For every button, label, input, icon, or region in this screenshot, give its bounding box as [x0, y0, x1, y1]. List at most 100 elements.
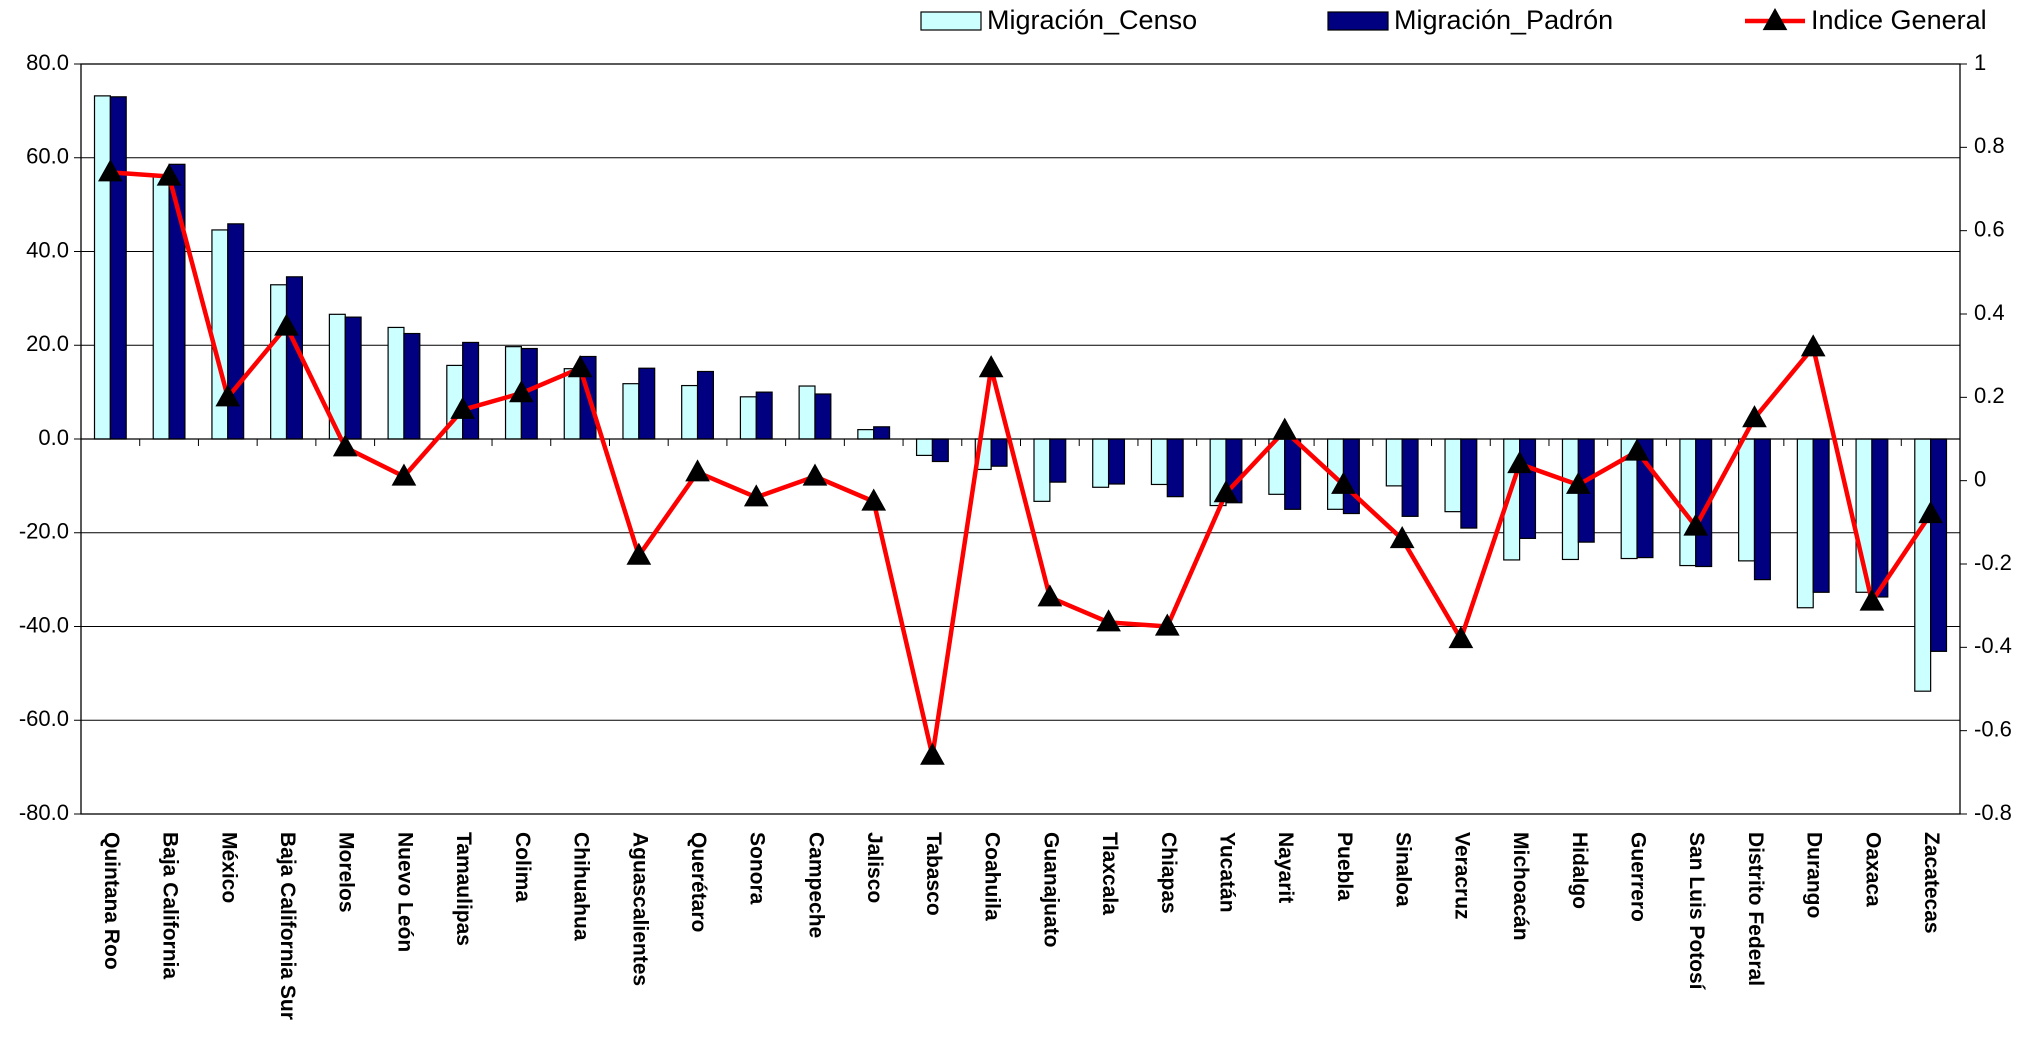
bar — [1150, 438, 1168, 486]
line-marker — [1859, 588, 1885, 611]
bar — [1519, 438, 1537, 539]
x-tick-label: Coahuila — [981, 832, 1004, 921]
bar — [1401, 438, 1419, 517]
line-marker — [1448, 626, 1474, 649]
line-marker — [450, 396, 476, 419]
bar — [857, 429, 875, 440]
x-tick-label: Sinaloa — [1392, 832, 1415, 907]
x-tick-label: Morelos — [335, 832, 358, 913]
line-marker — [567, 355, 593, 378]
line-marker — [1742, 405, 1767, 428]
x-tick-label: Nuevo León — [393, 832, 416, 952]
bar — [1930, 438, 1948, 652]
bar — [227, 223, 245, 440]
bar — [1738, 438, 1756, 562]
bar — [1049, 438, 1067, 483]
legend-marker — [1762, 8, 1788, 31]
bar — [93, 95, 111, 440]
bar — [1914, 438, 1932, 692]
bar — [270, 284, 288, 440]
x-tick-label: Chihuahua — [570, 832, 593, 941]
x-tick-label: Zacatecas — [1920, 832, 1943, 934]
bar — [387, 326, 405, 440]
line-marker — [1565, 471, 1591, 494]
x-tick-label: Aguascalientes — [628, 832, 651, 986]
line-series — [110, 170, 1933, 758]
y-tick-label: 60.0 — [26, 144, 69, 169]
x-tick-label: Hidalgo — [1568, 832, 1591, 909]
line-marker — [743, 484, 769, 507]
line-marker — [1389, 526, 1415, 549]
line-marker — [1154, 613, 1180, 636]
x-tick-label: Querétaro — [687, 832, 710, 932]
x-tick-label: Tabasco — [922, 832, 945, 916]
line-marker — [156, 163, 182, 186]
bar — [462, 341, 480, 440]
bar — [1092, 438, 1110, 488]
bar — [798, 385, 816, 440]
y2-tick-label: 0.4 — [1974, 300, 2005, 325]
line-marker — [509, 380, 534, 403]
x-tick-label: México — [217, 832, 240, 903]
bar — [696, 370, 715, 440]
y2-tick-label: -0.6 — [1974, 716, 2012, 741]
y2-tick-label: 0.2 — [1974, 383, 2005, 408]
y-tick-label: -60.0 — [19, 706, 69, 731]
x-tick-label: Quintana Roo — [100, 832, 123, 970]
bar — [915, 438, 934, 457]
bar — [814, 393, 832, 440]
bar — [1679, 438, 1697, 567]
bar — [211, 229, 229, 440]
legend-label: Migración_Padrón — [1394, 5, 1613, 35]
line-marker — [1272, 417, 1298, 440]
legend-swatch — [1327, 11, 1389, 31]
x-tick-label: Tamaulipas — [452, 832, 475, 946]
bar — [1107, 438, 1126, 485]
bar — [152, 175, 170, 440]
y2-tick-label: 0.6 — [1974, 216, 2005, 241]
bar — [1385, 438, 1403, 487]
bar — [1033, 438, 1051, 502]
line-marker — [861, 488, 887, 511]
x-tick-label: Campeche — [804, 832, 827, 938]
bar — [109, 96, 127, 440]
line-marker — [1683, 513, 1709, 536]
x-tick-label: Oaxaca — [1861, 832, 1884, 907]
x-tick-label: Nayarit — [1274, 832, 1297, 903]
line-marker — [1096, 609, 1121, 632]
bar — [563, 368, 581, 440]
bar — [1753, 438, 1771, 581]
y2-tick-label: -0.2 — [1974, 550, 2012, 575]
line-marker — [920, 742, 945, 765]
line-marker — [802, 463, 828, 486]
legend-label: Indice General — [1811, 5, 1987, 35]
x-tick-label: Guerrero — [1627, 832, 1650, 922]
y2-tick-label: -0.8 — [1974, 800, 2012, 825]
x-tick-label: Chiapas — [1157, 832, 1180, 914]
y-tick-label: 0.0 — [38, 425, 69, 450]
y-tick-label: -80.0 — [19, 800, 69, 825]
line-marker — [274, 313, 299, 336]
y2-tick-label: -0.4 — [1974, 633, 2012, 658]
x-tick-label: Baja California Sur — [276, 832, 299, 1020]
bar — [990, 438, 1008, 467]
y2-tick-label: 0 — [1974, 466, 1986, 491]
bar — [1871, 438, 1889, 598]
line-marker — [1918, 501, 1943, 524]
line-marker — [1624, 438, 1650, 461]
x-tick-label: Michoacán — [1509, 832, 1532, 941]
bar — [638, 367, 656, 440]
bar — [1460, 438, 1478, 529]
y-tick-label: -20.0 — [19, 519, 69, 544]
x-tick-label: Yucatán — [1215, 832, 1238, 913]
x-tick-label: Distrito Federal — [1744, 832, 1767, 986]
line-marker — [1037, 584, 1063, 607]
x-tick-label: Sonora — [746, 832, 769, 905]
x-tick-label: Guanajuato — [1039, 832, 1062, 948]
line-marker — [215, 384, 241, 407]
bar — [739, 396, 757, 440]
line-marker — [626, 542, 652, 565]
x-tick-label: Durango — [1803, 832, 1826, 918]
bar — [755, 391, 773, 440]
